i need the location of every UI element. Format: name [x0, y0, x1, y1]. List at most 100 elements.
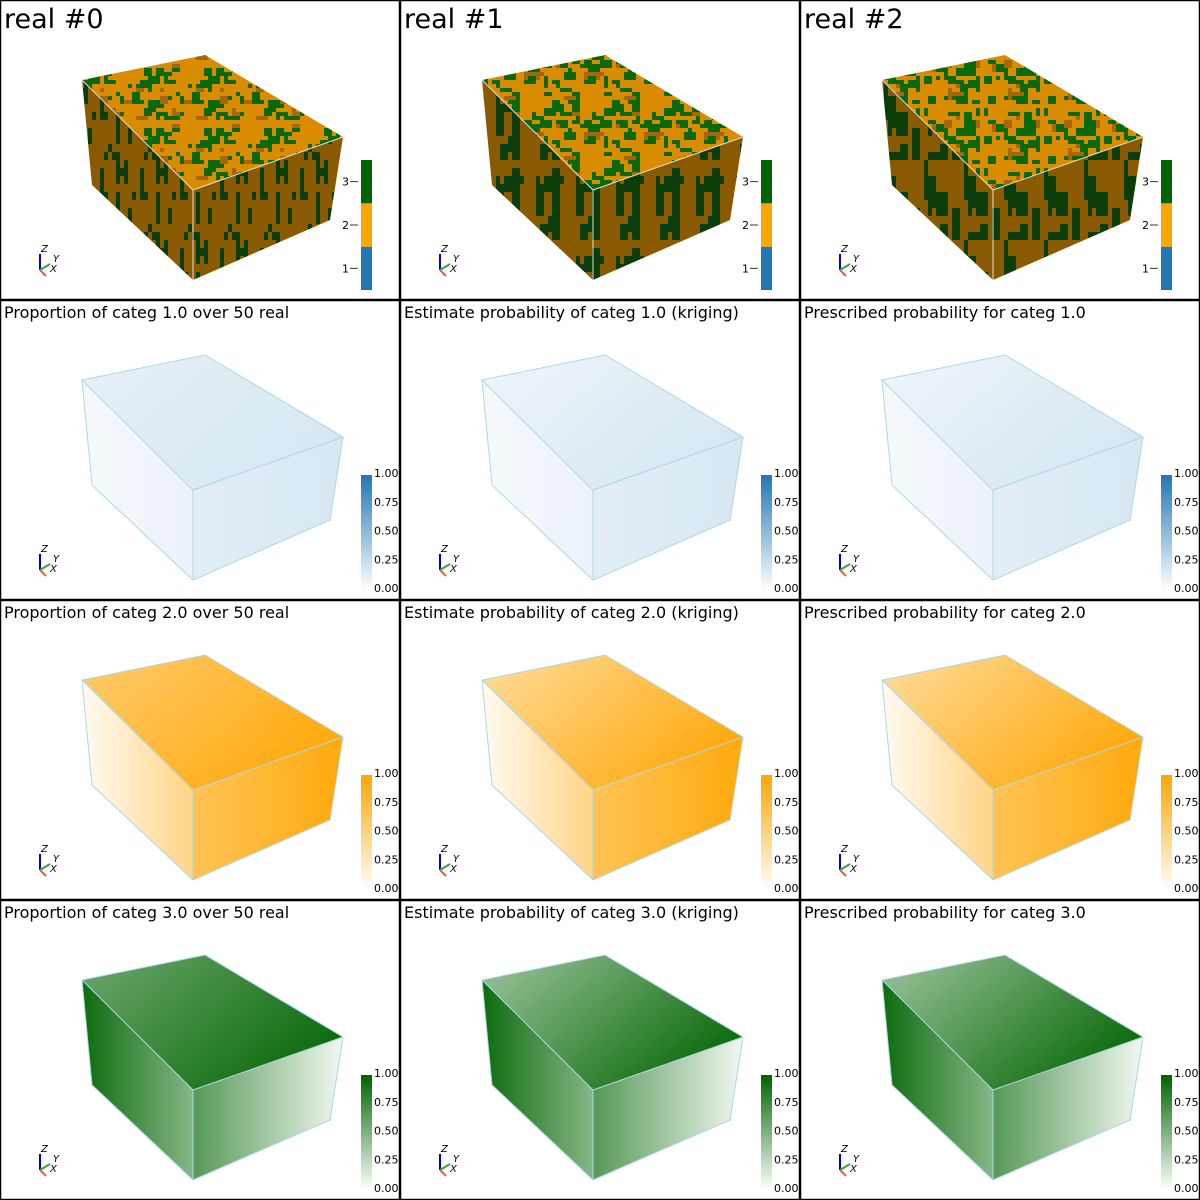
colorbar-label: 1.00 — [774, 1067, 799, 1080]
panel: 1 2 3 real #0 ZYX — [0, 0, 400, 300]
colorbar-label: 3 — [342, 176, 349, 189]
colorbar-label: 1.00 — [374, 467, 399, 480]
axis-label: Z — [440, 544, 449, 555]
axis-y — [839, 1163, 851, 1171]
axis-label: Z — [840, 544, 849, 555]
panel: 0.00 0.250 0.500 0.750 1.00 Proportion of cat… — [0, 300, 406, 600]
panel-title: real #1 — [404, 4, 504, 35]
axis-label: X — [449, 564, 458, 575]
block-front — [593, 137, 743, 280]
colorbar-label: 0.750 — [774, 496, 806, 509]
colorbar — [361, 775, 372, 890]
colorbar-label: 0.500 — [374, 1125, 406, 1138]
axis-x — [439, 869, 447, 877]
colorbar — [361, 1075, 372, 1190]
colorbar-label: 1 — [742, 262, 749, 275]
axis-y — [439, 263, 451, 271]
colorbar-label: 0.250 — [774, 553, 806, 566]
colorbar-label: 0.00 — [1174, 1182, 1199, 1195]
colorbar-label: 2 — [742, 219, 749, 232]
volume-left — [482, 380, 593, 580]
colorbar-label: 0.250 — [374, 553, 406, 566]
axis-x — [839, 869, 847, 877]
volume-top — [482, 355, 743, 490]
colorbar-label: 0.00 — [1174, 582, 1199, 595]
colorbar-label: 1.00 — [1174, 767, 1199, 780]
colorbar-label: 0.00 — [774, 582, 799, 595]
axis-label: Y — [53, 854, 60, 865]
axis-label: Z — [840, 1144, 849, 1155]
volume-top — [82, 955, 343, 1090]
axes-widget: ZYX — [839, 1144, 860, 1177]
colorbar-label: 0.750 — [1174, 1096, 1200, 1109]
colorbar-label: 1.00 — [1174, 467, 1199, 480]
colorbar-label: 1.00 — [774, 467, 799, 480]
volume-left — [882, 980, 993, 1180]
panel-title: Estimate probability of categ 3.0 (krigi… — [404, 903, 739, 922]
panel-title: Prescribed probability for categ 2.0 — [804, 603, 1086, 622]
panel: 1 2 3 real #2 ZYX — [800, 0, 1200, 300]
colorbar-label: 0.750 — [774, 1096, 806, 1109]
colorbar-label: 0.250 — [1174, 1153, 1200, 1166]
volume-top — [882, 655, 1143, 790]
axis-label: Z — [40, 244, 49, 255]
colorbar — [761, 775, 772, 890]
colorbar-segment — [761, 160, 772, 204]
panel-title: Proportion of categ 1.0 over 50 real — [4, 303, 289, 322]
colorbar-label: 0.500 — [1174, 525, 1200, 538]
axis-label: X — [849, 864, 858, 875]
colorbar-label: 0.00 — [374, 882, 399, 895]
axis-label: Z — [440, 844, 449, 855]
axis-x — [39, 869, 47, 877]
axis-y — [839, 563, 851, 571]
block-top — [82, 55, 343, 190]
colorbar-label: 0.750 — [1174, 796, 1200, 809]
axes-widget: ZYX — [39, 844, 60, 877]
colorbar-label: 0.500 — [774, 1125, 806, 1138]
volume-front — [993, 737, 1143, 880]
colorbar-label: 1 — [1142, 262, 1149, 275]
axis-label: Y — [853, 554, 860, 565]
block-front — [193, 137, 343, 280]
axes-widget: ZYX — [439, 1144, 460, 1177]
axis-label: X — [849, 1164, 858, 1175]
panel-title: Prescribed probability for categ 3.0 — [804, 903, 1086, 922]
block-top — [482, 55, 743, 190]
colorbar-label: 0.00 — [774, 1182, 799, 1195]
axis-label: X — [449, 1164, 458, 1175]
axis-x — [39, 1169, 47, 1177]
volume-left — [82, 380, 193, 580]
axes-widget: ZYX — [39, 244, 60, 277]
axis-y — [39, 1163, 51, 1171]
volume-front — [993, 437, 1143, 580]
colorbar-label: 0.250 — [1174, 853, 1200, 866]
panel-border — [0, 299, 401, 601]
volume-left — [882, 680, 993, 880]
block-top — [882, 55, 1143, 190]
axis-label: Z — [40, 1144, 49, 1155]
colorbar-segment — [1161, 203, 1172, 247]
axis-label: Z — [840, 244, 849, 255]
colorbar-label: 0.00 — [1174, 882, 1199, 895]
block-left — [882, 80, 993, 280]
axis-label: Z — [40, 544, 49, 555]
axis-label: Y — [53, 1154, 60, 1165]
volume-front — [593, 437, 743, 580]
axes-widget: ZYX — [439, 244, 460, 277]
axis-label: Y — [853, 1154, 860, 1165]
axis-label: Y — [453, 1154, 460, 1165]
colorbar-segment — [761, 246, 772, 290]
volume-top — [82, 655, 343, 790]
colorbar-label: 0.500 — [774, 525, 806, 538]
axis-x — [439, 269, 447, 277]
axes-widget: ZYX — [839, 844, 860, 877]
axis-label: Z — [440, 244, 449, 255]
block-left — [482, 80, 593, 280]
colorbar-label: 1.00 — [374, 767, 399, 780]
axis-label: Z — [440, 1144, 449, 1155]
panel-title: Estimate probability of categ 1.0 (krigi… — [404, 303, 739, 322]
panel: 0.00 0.250 0.500 0.750 1.00 Estimate probabil… — [400, 300, 806, 600]
axis-x — [839, 569, 847, 577]
colorbar — [1161, 475, 1172, 590]
volume-top — [882, 355, 1143, 490]
